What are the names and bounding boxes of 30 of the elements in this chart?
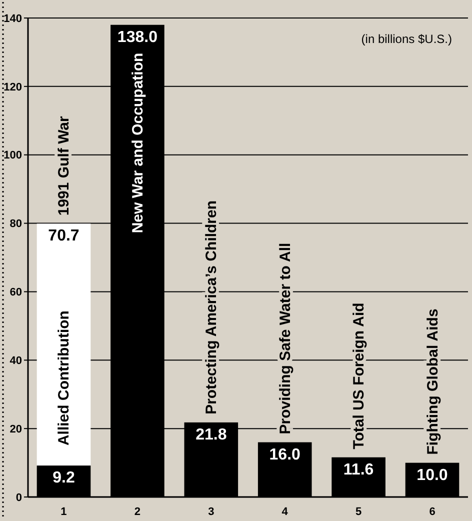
annotation: Total US Foreign Aid [350, 302, 368, 450]
x-tick-label: 3 [208, 506, 214, 518]
y-tick-label: 60 [10, 286, 22, 299]
x-tick-label: 6 [429, 506, 436, 518]
data-label: 21.8 [196, 426, 227, 444]
x-tick-label: 5 [355, 506, 362, 518]
annotation: 1991 Gulf War [56, 116, 73, 216]
data-label: 70.7 [48, 228, 80, 245]
annotation: Fighting Global Aids [424, 308, 442, 455]
y-tick-label: 100 [4, 150, 22, 162]
data-label: 9.2 [52, 470, 75, 487]
data-label: 138.0 [117, 28, 158, 46]
x-tick-label: 1 [60, 506, 67, 518]
x-tick-label: 4 [282, 506, 289, 518]
data-label: 16.0 [269, 446, 301, 464]
annotation: Protecting America’s Children [203, 200, 220, 414]
y-tick-label: 140 [4, 12, 22, 25]
annotation: New War and Occupation [129, 52, 146, 234]
bar [36, 224, 91, 466]
y-tick-label: 120 [4, 81, 22, 94]
y-tick-label: 0 [16, 492, 22, 504]
annotation: (in billions $U.S.) [361, 32, 452, 46]
data-label: 10.0 [416, 466, 448, 484]
y-tick-label: 80 [10, 218, 22, 230]
data-label: 11.6 [343, 461, 374, 478]
y-tick-label: 40 [10, 354, 22, 367]
y-tick-label: 20 [10, 423, 22, 436]
x-tick-label: 2 [134, 506, 141, 518]
series-label: Allied Contribution [56, 310, 73, 446]
annotation: Providing Safe Water to All [276, 242, 294, 434]
